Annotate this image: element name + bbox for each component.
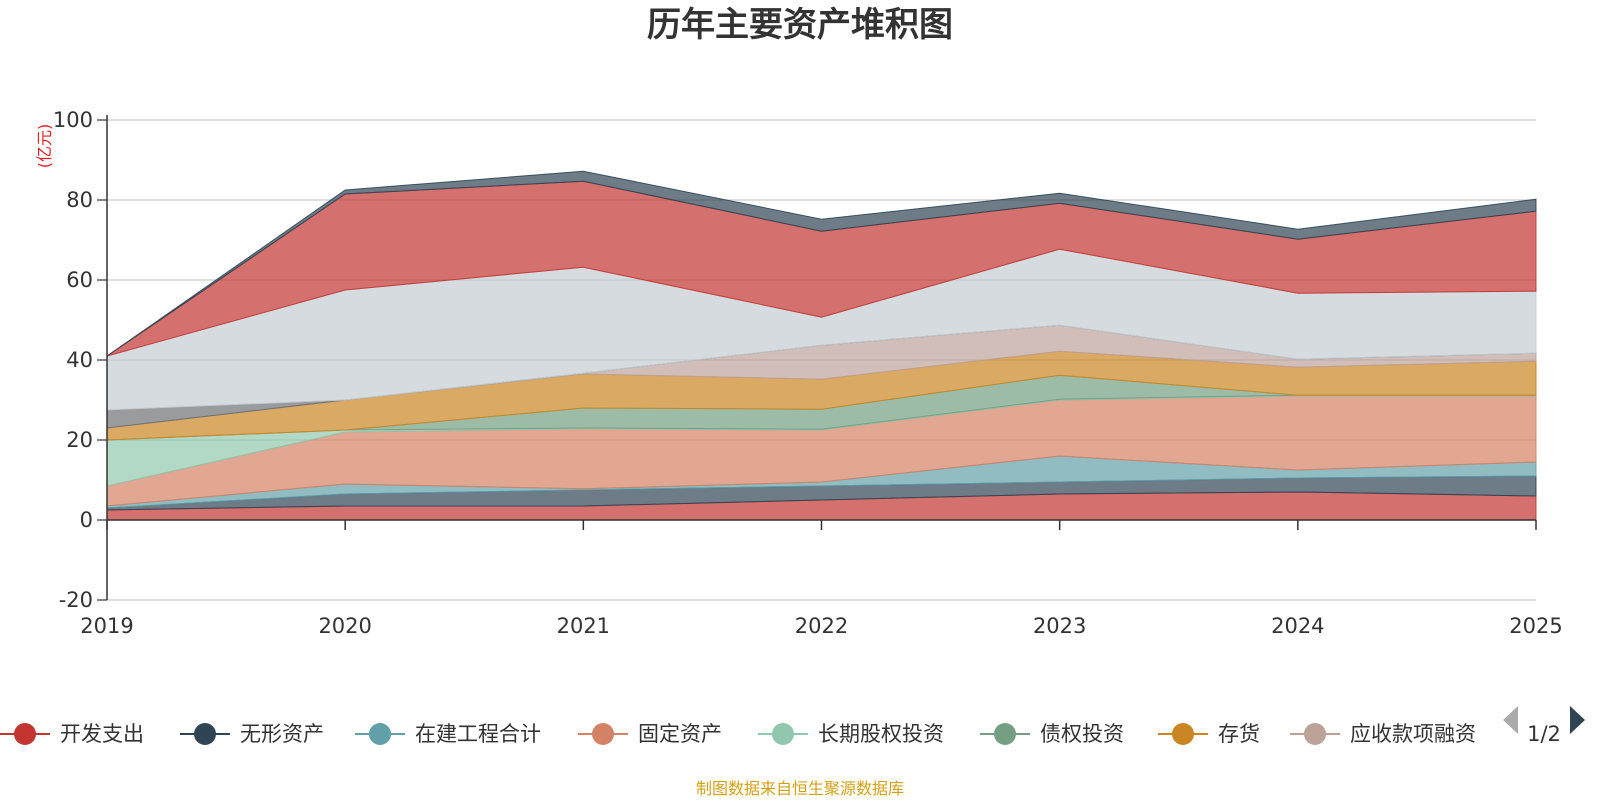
- legend-marker: [1304, 723, 1326, 745]
- legend-next-page-icon[interactable]: [1570, 706, 1585, 734]
- legend-item[interactable]: 固定资产: [578, 722, 722, 746]
- legend-prev-page-icon[interactable]: [1503, 706, 1518, 734]
- series-area-12: [106, 170, 1537, 357]
- x-tick-label: 2025: [1509, 614, 1562, 638]
- x-tick-label: 2019: [80, 614, 133, 638]
- legend-page-indicator: 1/2: [1527, 722, 1561, 746]
- legend-item[interactable]: 在建工程合计: [355, 722, 541, 746]
- y-tick-label: 60: [66, 268, 93, 292]
- legend-item[interactable]: 长期股权投资: [758, 722, 944, 746]
- y-axis-unit-label: (亿元): [35, 124, 54, 169]
- y-tick-label: 40: [66, 348, 93, 372]
- legend-item[interactable]: 债权投资: [980, 722, 1124, 746]
- legend-pager: 1/2: [1503, 706, 1585, 746]
- legend-marker: [994, 723, 1016, 745]
- legend-label: 开发支出: [60, 722, 144, 746]
- x-tick-label: 2024: [1271, 614, 1324, 638]
- legend-marker: [592, 723, 614, 745]
- y-tick-label: 100: [53, 108, 93, 132]
- legend-label: 存货: [1218, 722, 1260, 746]
- legend-item[interactable]: 无形资产: [180, 722, 324, 746]
- x-tick-label: 2020: [318, 614, 371, 638]
- legend-marker: [369, 723, 391, 745]
- legend-label: 应收款项融资: [1350, 722, 1476, 746]
- x-tick-label: 2023: [1033, 614, 1086, 638]
- data-source-note: 制图数据来自恒生聚源数据库: [696, 779, 904, 798]
- axes: -20 0 20 40 60 80 100 2019 2020 2021 2022 2023 2024 2…: [53, 108, 1563, 638]
- legend: 开发支出 无形资产 在建工程合计 固定资产 长期股权投资 债权投资 存货 应收款项融资: [0, 722, 1476, 746]
- chart-title: 历年主要资产堆积图: [647, 5, 953, 45]
- y-tick-label: 80: [66, 188, 93, 212]
- y-tick-label: 0: [80, 508, 93, 532]
- legend-label: 在建工程合计: [415, 722, 541, 746]
- legend-marker: [14, 723, 36, 745]
- legend-item[interactable]: 应收款项融资: [1290, 722, 1476, 746]
- legend-label: 固定资产: [638, 722, 722, 746]
- y-tick-label: -20: [59, 588, 93, 612]
- series-areas: [106, 170, 1537, 521]
- legend-label: 债权投资: [1040, 722, 1124, 746]
- x-tick-label: 2021: [557, 614, 610, 638]
- legend-label: 长期股权投资: [818, 722, 944, 746]
- legend-marker: [1172, 723, 1194, 745]
- legend-item[interactable]: 开发支出: [0, 722, 144, 746]
- y-tick-label: 20: [66, 428, 93, 452]
- legend-marker: [772, 723, 794, 745]
- legend-marker: [194, 723, 216, 745]
- x-tick-label: 2022: [795, 614, 848, 638]
- legend-label: 无形资产: [240, 722, 324, 746]
- legend-item[interactable]: 存货: [1158, 722, 1260, 746]
